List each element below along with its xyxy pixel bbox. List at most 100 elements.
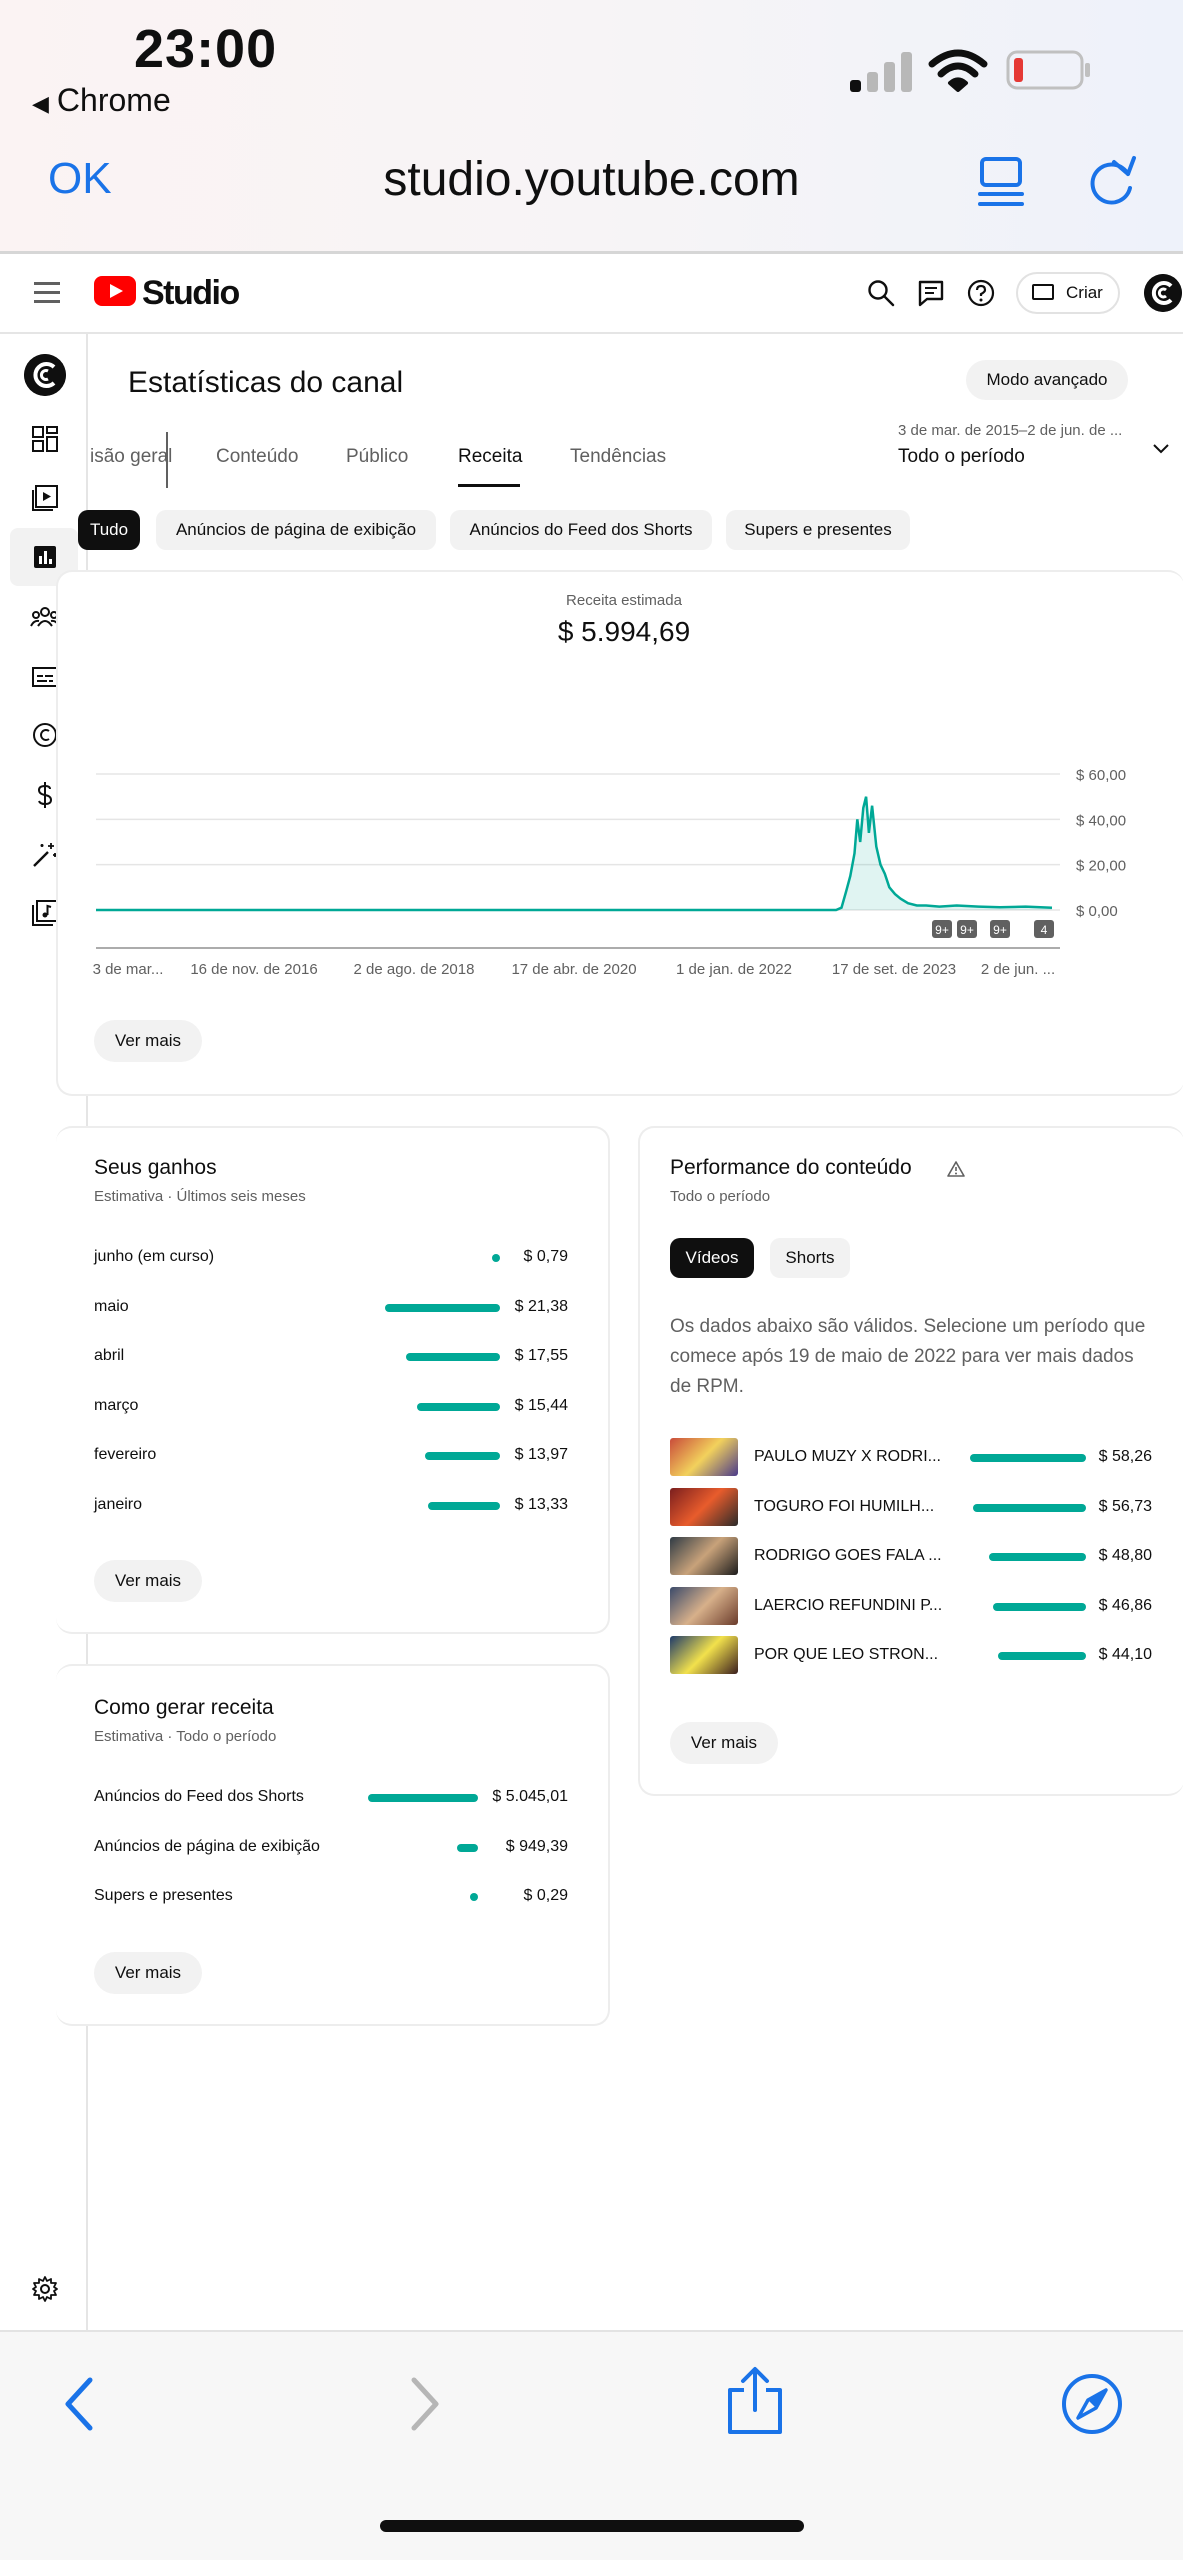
search-icon[interactable]	[866, 278, 896, 308]
revenue-source-label: Supers e presentes	[94, 1887, 233, 1905]
video-value: $ 48,80	[1098, 1547, 1152, 1565]
help-icon[interactable]	[966, 278, 996, 308]
annotation-marker[interactable]: 9+	[990, 920, 1010, 938]
video-thumbnail[interactable]	[670, 1636, 738, 1675]
studio-header	[0, 254, 1183, 334]
earnings-value: $ 13,97	[514, 1446, 568, 1464]
channel-avatar[interactable]	[24, 354, 66, 396]
x-tick-label: 17 de abr. de 2020	[511, 961, 636, 978]
feedback-icon[interactable]	[916, 278, 946, 308]
revenue-sources-see-more[interactable]: Ver mais	[94, 1952, 202, 1994]
tab-shorts[interactable]: Shorts	[770, 1238, 850, 1278]
video-value: $ 46,86	[1098, 1596, 1152, 1614]
video-thumbnail[interactable]	[670, 1438, 738, 1476]
video-bar	[998, 1652, 1086, 1661]
video-label: POR QUE LEO STRON...	[754, 1646, 939, 1664]
settings-icon[interactable]	[30, 2274, 60, 2304]
video-thumbnail[interactable]	[670, 1487, 738, 1526]
chip-all[interactable]: Tudo	[78, 510, 140, 550]
video-thumbnail[interactable]	[670, 1537, 738, 1576]
studio-brand: Studio	[142, 274, 240, 312]
content-icon[interactable]	[30, 482, 60, 512]
browser-divider	[0, 251, 1183, 254]
period-selector[interactable]: Todo o período	[898, 446, 1025, 467]
earnings-value: $ 21,38	[514, 1297, 568, 1315]
youtube-logo[interactable]	[94, 276, 136, 306]
forward-icon[interactable]	[404, 2376, 444, 2432]
customization-icon[interactable]	[30, 840, 60, 870]
compass-icon[interactable]	[1060, 2372, 1124, 2436]
video-value: $ 44,10	[1098, 1646, 1152, 1664]
tab-revenue[interactable]: Receita	[458, 446, 523, 467]
share-icon[interactable]	[724, 2366, 786, 2436]
tab-overview[interactable]: isão geral	[90, 446, 173, 467]
chip-watch-page-ads[interactable]: Anúncios de página de exibição	[156, 510, 436, 550]
earnings-label: abril	[94, 1347, 125, 1365]
tab-audience[interactable]: Público	[346, 446, 409, 467]
earnings-bar	[428, 1502, 500, 1510]
video-bar	[973, 1503, 1086, 1512]
cellular-signal-icon	[850, 48, 914, 92]
earnings-label: junho (em curso)	[94, 1248, 215, 1265]
video-value: $ 58,26	[1098, 1448, 1152, 1465]
warning-icon[interactable]	[946, 1160, 966, 1178]
video-bar	[970, 1454, 1086, 1462]
y-tick-label: $ 40,00	[1076, 812, 1126, 829]
tab-videos[interactable]: Vídeos	[670, 1238, 754, 1278]
x-tick-label: 16 de nov. de 2016	[190, 961, 317, 978]
annotation-marker-label: 9+	[935, 923, 949, 937]
menu-icon[interactable]	[34, 282, 60, 304]
x-tick-label: 2 de ago. de 2018	[354, 961, 475, 978]
browser-header	[0, 0, 1183, 252]
x-tick-label: 17 de set. de 2023	[832, 961, 956, 978]
back-to-app[interactable]: ◀ Chrome	[32, 82, 171, 119]
advanced-mode-button[interactable]: Modo avançado	[966, 360, 1128, 400]
create-button[interactable]: Criar	[1016, 272, 1120, 314]
chip-shorts-feed-ads[interactable]: Anúncios do Feed dos Shorts	[450, 510, 712, 550]
y-tick-label: $ 0,00	[1076, 903, 1118, 920]
earnings-bar	[425, 1452, 500, 1461]
reload-icon[interactable]	[1084, 154, 1140, 210]
revenue-source-label: Anúncios do Feed dos Shorts	[94, 1788, 304, 1805]
earnings-value: $ 13,33	[514, 1496, 568, 1513]
x-tick-label: 3 de mar...	[93, 961, 164, 978]
address-bar[interactable]: studio.youtube.com	[383, 153, 800, 206]
video-thumbnail[interactable]	[670, 1586, 738, 1625]
revenue-source-bar	[457, 1843, 478, 1852]
analytics-icon[interactable]	[30, 542, 60, 572]
performance-subtitle: Todo o período	[670, 1188, 771, 1205]
chevron-down-icon[interactable]	[1152, 440, 1170, 458]
earnings-see-more[interactable]: Ver mais	[94, 1560, 202, 1602]
earn-icon[interactable]	[30, 780, 60, 810]
annotation-marker[interactable]: 9+	[957, 920, 977, 938]
revenue-source-value: $ 0,29	[523, 1887, 568, 1905]
revenue-source-bar	[470, 1893, 478, 1902]
performance-note: Os dados abaixo são válidos. Selecione u…	[670, 1316, 1146, 1397]
earnings-bar	[385, 1303, 500, 1312]
revenue-chart[interactable]: $ 60,00 $ 40,00 $ 20,00 $ 0,00 3 de mar... 1…	[0, 760, 1183, 1000]
annotation-marker-label: 4	[1041, 923, 1048, 937]
tab-content[interactable]: Conteúdo	[216, 446, 299, 467]
performance-see-more[interactable]: Ver mais	[670, 1722, 778, 1764]
chip-supers[interactable]: Supers e presentes	[726, 510, 910, 550]
back-icon[interactable]	[60, 2376, 100, 2432]
done-button[interactable]: OK	[48, 154, 112, 203]
dashboard-icon[interactable]	[30, 424, 60, 454]
reader-icon[interactable]	[976, 156, 1026, 208]
earnings-card	[56, 1126, 610, 1634]
revenue-see-more[interactable]: Ver mais	[94, 1020, 202, 1062]
video-value: $ 56,73	[1098, 1497, 1152, 1515]
annotation-marker[interactable]: 9+	[932, 920, 952, 938]
audio-library-icon[interactable]	[30, 898, 60, 928]
create-video-icon	[1032, 284, 1054, 300]
community-icon[interactable]	[30, 602, 60, 632]
tab-trends[interactable]: Tendências	[570, 446, 667, 467]
annotation-marker[interactable]: 4	[1034, 920, 1054, 938]
account-avatar[interactable]	[1144, 274, 1182, 312]
video-bar	[989, 1553, 1086, 1562]
x-tick-label: 1 de jan. de 2022	[676, 961, 792, 978]
earnings-value: $ 17,55	[514, 1347, 568, 1365]
create-label: Criar	[1066, 283, 1103, 302]
battery-icon	[1006, 50, 1090, 90]
date-range[interactable]: 3 de mar. de 2015–2 de jun. de ...	[898, 422, 1123, 439]
